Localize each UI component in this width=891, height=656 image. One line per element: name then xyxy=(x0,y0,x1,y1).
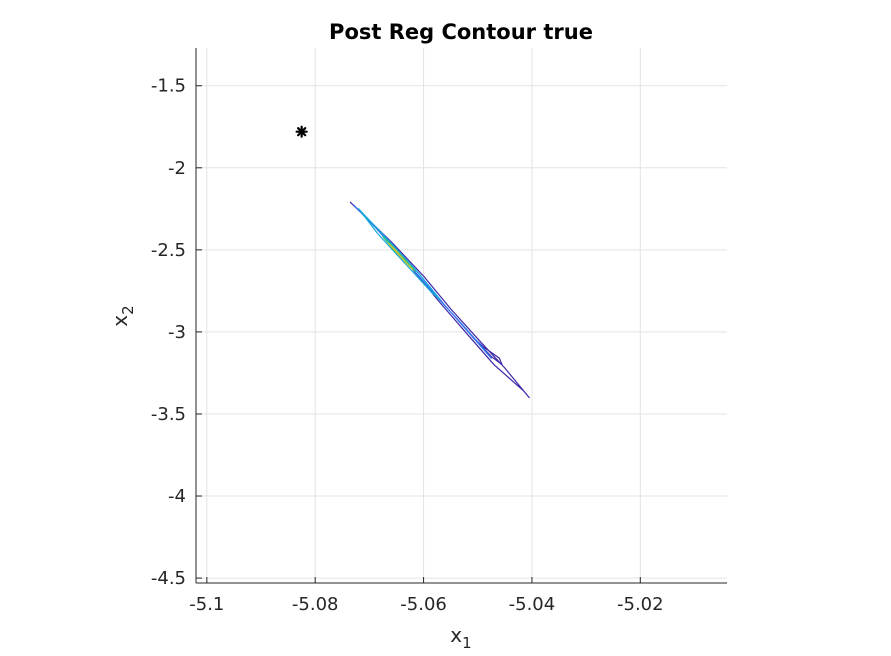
y-tick-label: -4.5 xyxy=(151,568,186,589)
y-axis-label-subscript: 2 xyxy=(119,305,137,315)
y-tick-label: -3 xyxy=(168,322,186,343)
x-axis-ticks: -5.1 -5.08 -5.06 -5.04 -5.02 xyxy=(189,577,664,615)
contour-line-level-5 xyxy=(387,242,414,271)
y-axis-label: x2 xyxy=(108,305,137,326)
y-tick-label: -1.5 xyxy=(151,76,186,97)
y-tick-label: -4 xyxy=(168,486,186,507)
chart-title: Post Reg Contour true xyxy=(329,20,593,44)
x-tick-label: -5.1 xyxy=(189,594,224,615)
contour-lines xyxy=(349,201,530,399)
marker-layer xyxy=(295,125,308,138)
y-axis-ticks: -1.5 -2 -2.5 -3 -3.5 -4 -4.5 xyxy=(151,76,202,589)
grid-lines xyxy=(196,48,727,583)
plot-area xyxy=(196,48,727,583)
x-tick-label: -5.06 xyxy=(400,594,447,615)
x-axis-label: x1 xyxy=(450,623,471,652)
y-tick-label: -3.5 xyxy=(151,404,186,425)
asterisk-marker xyxy=(295,125,308,138)
x-tick-label: -5.08 xyxy=(292,594,339,615)
y-tick-label: -2 xyxy=(168,158,186,179)
y-axis-label-base: x xyxy=(108,315,132,327)
x-axis-label-base: x xyxy=(450,623,462,647)
contour-line-level-3 xyxy=(358,208,441,300)
x-tick-label: -5.04 xyxy=(509,594,556,615)
asterisk-marker-stroke xyxy=(297,127,307,137)
y-tick-label: -2.5 xyxy=(151,240,186,261)
x-tick-label: -5.02 xyxy=(617,594,664,615)
x-axis-label-subscript: 1 xyxy=(462,634,472,652)
